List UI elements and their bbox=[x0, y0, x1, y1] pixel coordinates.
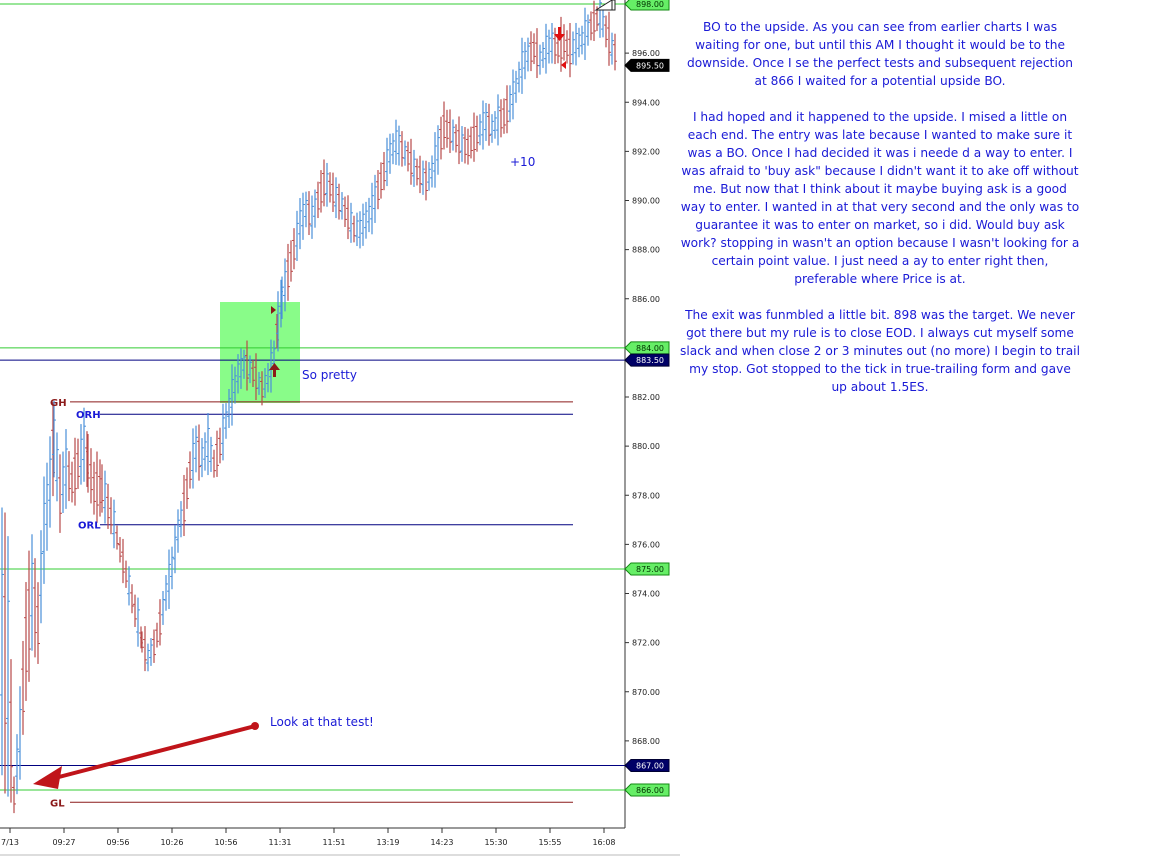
y-tick-label: 876.00 bbox=[632, 540, 660, 549]
entry-flag-icon bbox=[271, 306, 276, 314]
price-chart: 866.00 868.00 870.00 872.00 874.00 876.00 878.… bbox=[0, 0, 680, 856]
commentary-paragraph-2: I had hoped and it happened to the upsid… bbox=[680, 110, 1080, 286]
exit-flag-icon bbox=[561, 61, 566, 69]
entry-zone-box bbox=[220, 302, 300, 403]
x-tick-label: 15:30 bbox=[484, 838, 507, 847]
x-tick-label: 7/13 bbox=[1, 838, 19, 847]
level-label-orh: ORH bbox=[76, 410, 101, 421]
svg-text:898.00: 898.00 bbox=[636, 0, 664, 9]
so-pretty-annotation: So pretty bbox=[302, 368, 357, 382]
y-tick-label: 890.00 bbox=[632, 197, 660, 206]
level-label-orl: ORL bbox=[78, 521, 101, 532]
x-tick-label: 10:56 bbox=[214, 838, 237, 847]
y-tick-label: 874.00 bbox=[632, 590, 660, 599]
x-tick-label: 13:19 bbox=[376, 838, 399, 847]
commentary-paragraph-3: The exit was funmbled a little bit. 898 … bbox=[680, 308, 1080, 394]
y-tick-label: 892.00 bbox=[632, 147, 660, 156]
commentary-paragraph-1: BO to the upside. As you can see from ea… bbox=[686, 20, 1074, 88]
price-tag-green-884: 884.00 bbox=[624, 341, 670, 355]
commentary-text: BO to the upside. As you can see from ea… bbox=[680, 18, 1080, 414]
price-tag-navy-867: 867.00 bbox=[624, 758, 670, 772]
exit-marker-icon bbox=[554, 27, 565, 41]
svg-text:867.00: 867.00 bbox=[636, 761, 664, 770]
y-tick-label: 894.00 bbox=[632, 98, 660, 107]
svg-text:883.50: 883.50 bbox=[636, 356, 664, 365]
svg-text:875.00: 875.00 bbox=[636, 565, 664, 574]
test-arrow bbox=[33, 722, 259, 789]
y-tick-label: 872.00 bbox=[632, 639, 660, 648]
y-tick-label: 868.00 bbox=[632, 737, 660, 746]
x-tick-label: 11:51 bbox=[322, 838, 345, 847]
level-label-gh: GH bbox=[50, 398, 67, 409]
x-tick-label: 16:08 bbox=[592, 838, 615, 847]
entry-marker-icon bbox=[269, 363, 280, 377]
plus-ten-annotation: +10 bbox=[510, 155, 535, 169]
x-tick-label: 11:31 bbox=[268, 838, 291, 847]
y-tick-label: 888.00 bbox=[632, 246, 660, 255]
x-tick-label: 09:27 bbox=[52, 838, 75, 847]
x-tick-label: 14:23 bbox=[430, 838, 453, 847]
svg-text:866.00: 866.00 bbox=[636, 786, 664, 795]
y-tick-label: 886.00 bbox=[632, 295, 660, 304]
price-tag-green-898: 898.00 bbox=[624, 0, 670, 11]
x-tick-label: 10:26 bbox=[160, 838, 183, 847]
y-tick-label: 878.00 bbox=[632, 491, 660, 500]
x-tick-label: 15:55 bbox=[538, 838, 561, 847]
svg-text:884.00: 884.00 bbox=[636, 344, 664, 353]
y-tick-label: 870.00 bbox=[632, 688, 660, 697]
y-tick-label: 882.00 bbox=[632, 393, 660, 402]
level-label-gl: GL bbox=[50, 798, 65, 809]
y-tick-label: 880.00 bbox=[632, 442, 660, 451]
price-tag-green-866: 866.00 bbox=[624, 783, 670, 797]
price-tag-navy-883-5: 883.50 bbox=[624, 353, 670, 367]
svg-text:895.50: 895.50 bbox=[636, 61, 664, 70]
y-tick-label: 896.00 bbox=[632, 49, 660, 58]
look-at-test-annotation: Look at that test! bbox=[270, 715, 374, 729]
x-tick-label: 09:56 bbox=[106, 838, 129, 847]
price-tag-green-875: 875.00 bbox=[624, 562, 670, 576]
cursor-icon bbox=[594, 0, 616, 11]
current-price-tag: 895.50 bbox=[624, 58, 670, 72]
